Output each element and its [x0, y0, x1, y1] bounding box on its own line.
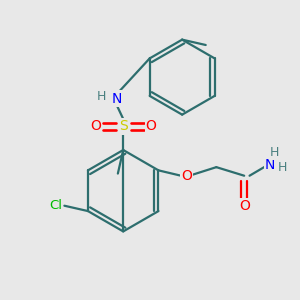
Text: H: H: [269, 146, 279, 159]
Text: O: O: [181, 169, 192, 183]
Text: O: O: [90, 119, 101, 134]
Text: N: N: [265, 158, 275, 172]
Text: N: N: [112, 92, 122, 106]
Text: O: O: [239, 199, 250, 213]
Text: H: H: [97, 90, 106, 103]
Text: H: H: [278, 160, 287, 174]
Text: Cl: Cl: [49, 199, 62, 212]
Text: S: S: [119, 119, 128, 134]
Text: O: O: [146, 119, 157, 134]
